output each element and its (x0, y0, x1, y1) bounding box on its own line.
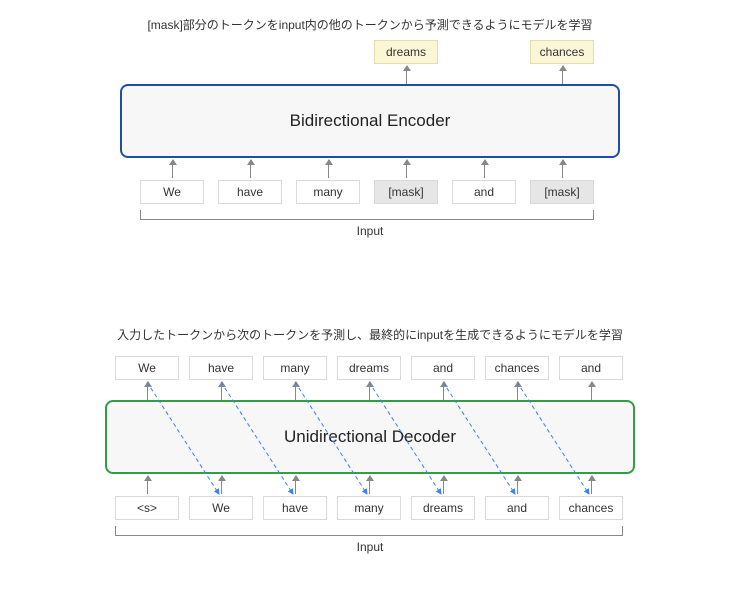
arrow-up (369, 382, 370, 400)
arrow-up (295, 382, 296, 400)
arrow-up (591, 476, 592, 494)
arrow-up (517, 476, 518, 494)
decoder-output-token: many (263, 356, 327, 380)
decoder-title: Unidirectional Decoder (284, 427, 456, 447)
arrow-up (443, 476, 444, 494)
decoder-input-label: Input (0, 540, 740, 554)
arrow-up (221, 382, 222, 400)
decoder-diagram: 入力したトークンから次のトークンを予測し、最終的にinputを生成できるようにモ… (0, 0, 740, 600)
decoder-output-token: and (559, 356, 623, 380)
decoder-input-token: and (485, 496, 549, 520)
input-brace (115, 526, 623, 536)
arrow-up (443, 382, 444, 400)
decoder-output-token: chances (485, 356, 549, 380)
decoder-input-token: many (337, 496, 401, 520)
arrow-up (147, 382, 148, 400)
decoder-output-token: dreams (337, 356, 401, 380)
decoder-input-token: have (263, 496, 327, 520)
decoder-output-token: and (411, 356, 475, 380)
arrow-up (369, 476, 370, 494)
decoder-input-token: dreams (411, 496, 475, 520)
decoder-box: Unidirectional Decoder (105, 400, 635, 474)
decoder-input-token: We (189, 496, 253, 520)
arrow-up (147, 476, 148, 494)
decoder-caption: 入力したトークンから次のトークンを予測し、最終的にinputを生成できるようにモ… (0, 326, 740, 343)
arrow-up (591, 382, 592, 400)
decoder-input-token: chances (559, 496, 623, 520)
decoder-output-token: have (189, 356, 253, 380)
arrow-up (221, 476, 222, 494)
decoder-input-token: <s> (115, 496, 179, 520)
arrow-up (517, 382, 518, 400)
decoder-output-token: We (115, 356, 179, 380)
arrow-up (295, 476, 296, 494)
